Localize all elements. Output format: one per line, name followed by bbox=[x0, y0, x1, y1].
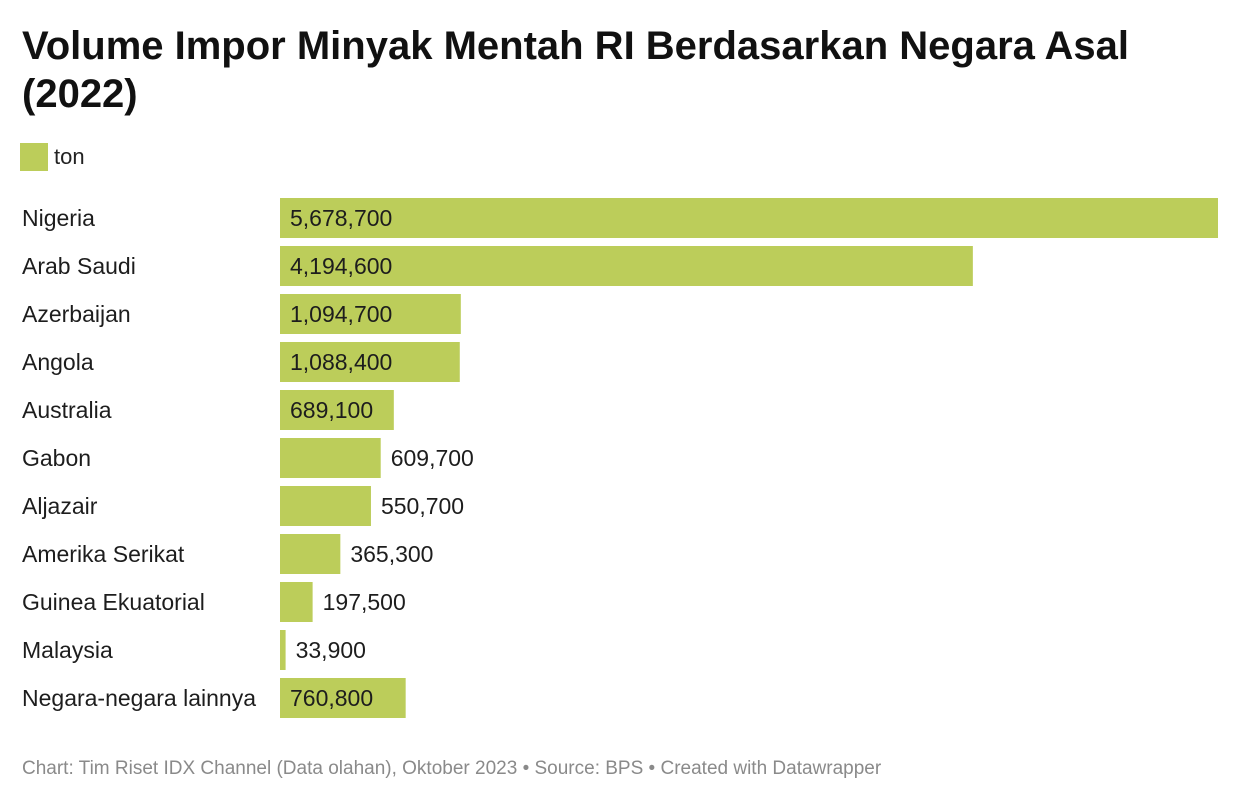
category-label: Gabon bbox=[22, 445, 91, 471]
category-label: Amerika Serikat bbox=[22, 541, 185, 567]
bar bbox=[280, 342, 460, 382]
bar bbox=[280, 438, 381, 478]
value-label: 365,300 bbox=[350, 541, 433, 567]
bar bbox=[280, 246, 973, 286]
bar-chart: Nigeria 5,678,700 Arab Saudi 4,194,600 Azerb… bbox=[22, 198, 1218, 718]
bar bbox=[280, 534, 341, 574]
chart-footer: Chart: Tim Riset IDX Channel (Data olaha… bbox=[22, 758, 882, 779]
value-label: 5,678,700 bbox=[290, 205, 392, 231]
category-label: Angola bbox=[22, 349, 94, 375]
value-label: 1,088,400 bbox=[290, 349, 392, 375]
category-label: Guinea Ekuatorial bbox=[22, 589, 205, 615]
category-label: Australia bbox=[22, 397, 112, 423]
bar bbox=[280, 198, 1218, 238]
bar bbox=[280, 630, 286, 670]
value-label: 4,194,600 bbox=[290, 253, 392, 279]
category-label: Azerbaijan bbox=[22, 301, 131, 327]
value-label: 550,700 bbox=[381, 493, 464, 519]
category-label: Arab Saudi bbox=[22, 253, 136, 279]
value-label: 197,500 bbox=[323, 589, 406, 615]
legend-label: ton bbox=[54, 144, 85, 169]
category-label: Nigeria bbox=[22, 205, 95, 231]
bar bbox=[280, 390, 394, 430]
value-label: 760,800 bbox=[290, 685, 373, 711]
value-label: 689,100 bbox=[290, 397, 373, 423]
value-label: 609,700 bbox=[391, 445, 474, 471]
bar bbox=[280, 582, 313, 622]
legend-swatch bbox=[20, 143, 48, 171]
category-label: Negara-negara lainnya bbox=[22, 685, 256, 711]
value-label: 1,094,700 bbox=[290, 301, 392, 327]
bar bbox=[280, 294, 461, 334]
category-label: Aljazair bbox=[22, 493, 98, 519]
category-label: Malaysia bbox=[22, 637, 113, 663]
bar bbox=[280, 678, 406, 718]
chart-title: Volume Impor Minyak Mentah RI Berdasarka… bbox=[22, 24, 1130, 116]
bar bbox=[280, 486, 371, 526]
chart-legend: ton bbox=[20, 143, 85, 171]
value-label: 33,900 bbox=[296, 637, 366, 663]
